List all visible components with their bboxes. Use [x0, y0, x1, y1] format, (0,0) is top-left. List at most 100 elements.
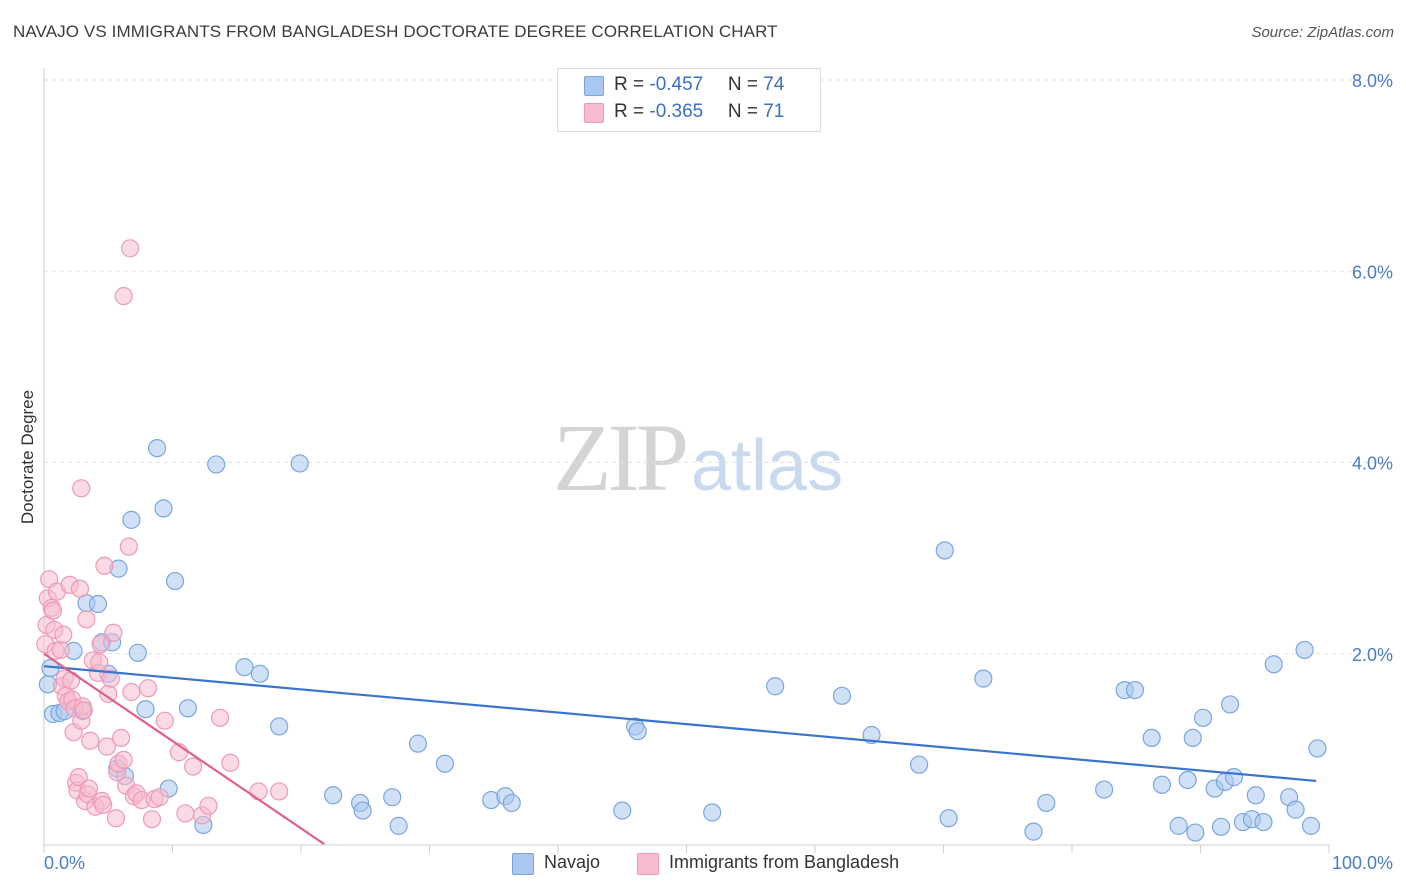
bangladesh-point-65: [210, 708, 230, 727]
bangladesh-points: [36, 239, 289, 829]
bangladesh-point-35: [90, 653, 109, 672]
navajo-point-43: [766, 677, 785, 696]
bangladesh-point-22: [69, 768, 88, 787]
x-tick-label-0: 0.0%: [44, 853, 85, 873]
bangladesh-point-50: [119, 537, 138, 556]
navajo-point-41: [628, 722, 647, 741]
bangladesh-point-71: [72, 479, 91, 498]
navajo-point-29: [324, 786, 343, 805]
bangladesh-point-48: [114, 750, 133, 769]
navajo-n-value: 74: [763, 74, 785, 95]
navajo-point-58: [1178, 770, 1197, 790]
bangladesh-r-value: -0.365: [649, 101, 704, 122]
navajo-point-47: [935, 541, 954, 560]
bangladesh-point-47: [111, 728, 131, 748]
bangladesh-point-16: [61, 671, 81, 690]
navajo-point-39: [613, 801, 632, 820]
navajo-point-42: [703, 803, 722, 822]
bangladesh-point-44: [106, 809, 126, 828]
navajo-point-65: [1220, 695, 1240, 714]
bangladesh-point-68: [270, 782, 289, 801]
navajo-point-74: [1295, 640, 1314, 660]
navajo-point-63: [1211, 817, 1231, 836]
bangladesh-trend-line: [43, 652, 325, 845]
bangladesh-point-11: [54, 625, 73, 644]
tick-labels: 2.0% 4.0% 6.0% 8.0% 0.0% 100.0% Doctorate Degr…: [18, 71, 1393, 873]
bangladesh-point-30: [79, 779, 99, 798]
navajo-point-55: [1142, 728, 1161, 748]
navajo-point-73: [1286, 800, 1305, 819]
bangladesh-r-label: R =: [614, 101, 650, 122]
bangladesh-point-5: [43, 601, 63, 620]
watermark-atlas: atlas: [691, 426, 844, 506]
bangladesh-point-43: [104, 623, 123, 642]
navajo-point-44: [832, 686, 852, 705]
y-tick-label-1: 4.0%: [1352, 454, 1393, 474]
navajo-point-48: [939, 809, 958, 828]
navajo-point-32: [383, 788, 402, 807]
x-tick-label-1: 100.0%: [1332, 853, 1393, 873]
navajo-legend-swatch: [512, 853, 534, 875]
y-axis-label: Doctorate Degree: [18, 390, 37, 524]
chart-title: NAVAJO VS IMMIGRANTS FROM BANGLADESH DOC…: [13, 22, 778, 41]
bangladesh-point-31: [81, 731, 100, 750]
bangladesh-point-36: [91, 635, 110, 654]
bangladesh-point-59: [155, 711, 174, 730]
navajo-point-75: [1301, 816, 1321, 835]
navajo-point-71: [1264, 655, 1283, 674]
bangladesh-legend-label: Immigrants from Bangladesh: [669, 852, 900, 872]
navajo-point-61: [1193, 708, 1213, 727]
trend-lines: [43, 652, 1317, 845]
navajo-point-22: [178, 699, 198, 718]
navajo-r-value: -0.457: [649, 74, 704, 95]
navajo-point-46: [909, 755, 929, 774]
bangladesh-point-64: [199, 796, 218, 815]
navajo-point-15: [122, 510, 141, 529]
watermark: ZIPatlas: [553, 402, 843, 513]
y-tick-label-3: 8.0%: [1352, 71, 1393, 91]
navajo-point-34: [408, 734, 428, 753]
bangladesh-point-23: [70, 579, 90, 598]
bangladesh-point-40: [97, 737, 117, 756]
navajo-swatch: [584, 76, 604, 96]
navajo-point-24: [207, 455, 226, 474]
y-tick-label-2: 6.0%: [1352, 262, 1393, 282]
navajo-points: [38, 439, 1327, 842]
watermark-zip: ZIP: [553, 404, 689, 511]
navajo-point-25: [235, 658, 254, 677]
navajo-r-label: R =: [614, 74, 650, 95]
navajo-point-49: [974, 669, 993, 688]
navajo-point-35: [435, 754, 455, 773]
navajo-point-26: [250, 664, 269, 683]
bangladesh-point-66: [221, 753, 240, 772]
navajo-point-27: [270, 717, 289, 736]
bangladesh-n-value: 71: [763, 101, 785, 122]
navajo-n-label: N =: [727, 74, 764, 95]
navajo-point-50: [1024, 822, 1043, 841]
navajo-point-66: [1224, 768, 1244, 787]
navajo-point-56: [1152, 775, 1172, 794]
y-tick-label-0: 2.0%: [1352, 645, 1393, 665]
navajo-point-33: [389, 816, 408, 835]
navajo-point-60: [1186, 823, 1205, 842]
bangladesh-point-55: [138, 679, 158, 698]
bangladesh-point-69: [114, 287, 133, 306]
navajo-point-17: [136, 700, 155, 719]
navajo-point-45: [862, 725, 881, 745]
bangladesh-n-label: N =: [727, 101, 764, 122]
bangladesh-point-28: [77, 610, 96, 629]
navajo-point-54: [1125, 680, 1145, 700]
navajo-point-76: [1308, 739, 1327, 758]
bangladesh-point-56: [142, 810, 162, 829]
navajo-point-51: [1037, 793, 1056, 813]
navajo-point-70: [1254, 812, 1273, 832]
bangladesh-point-51: [122, 682, 141, 702]
navajo-point-52: [1095, 780, 1114, 799]
bangladesh-legend-swatch: [637, 853, 659, 875]
axes: [43, 68, 1330, 853]
navajo-point-21: [165, 571, 185, 591]
bangladesh-point-67: [249, 782, 268, 801]
bangladesh-point-61: [176, 804, 195, 823]
bangladesh-point-38: [94, 795, 113, 814]
